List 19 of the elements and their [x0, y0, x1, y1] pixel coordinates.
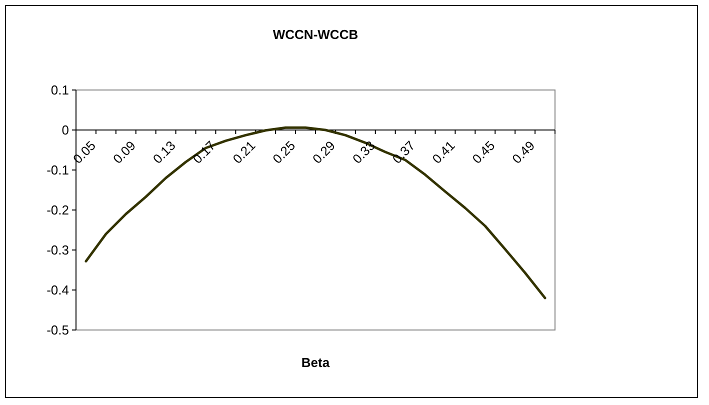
x-tick-label: 0.33: [349, 138, 378, 166]
x-tick-label: 0.13: [150, 138, 178, 166]
x-tick-label: 0.25: [270, 138, 298, 166]
x-tick-label: 0.41: [429, 138, 458, 166]
x-tick-label: 0.49: [509, 138, 538, 166]
y-tick-label: -0.4: [46, 282, 69, 298]
y-tick-label: -0.5: [46, 322, 69, 338]
x-tick-label: 0.21: [230, 138, 258, 166]
chart-title: WCCN-WCCB: [272, 27, 358, 42]
x-axis-title: Beta: [301, 355, 330, 370]
y-tick-label: -0.1: [46, 162, 69, 178]
y-tick-label: -0.3: [46, 242, 69, 258]
y-tick-label: 0.1: [50, 82, 69, 98]
y-tick-label: 0: [62, 122, 69, 138]
y-tick-label: -0.2: [46, 202, 69, 218]
x-tick-label: 0.05: [70, 138, 99, 166]
x-tick-label: 0.09: [110, 138, 138, 166]
x-tick-label: 0.29: [310, 138, 338, 166]
x-tick-label: 0.45: [469, 138, 498, 166]
